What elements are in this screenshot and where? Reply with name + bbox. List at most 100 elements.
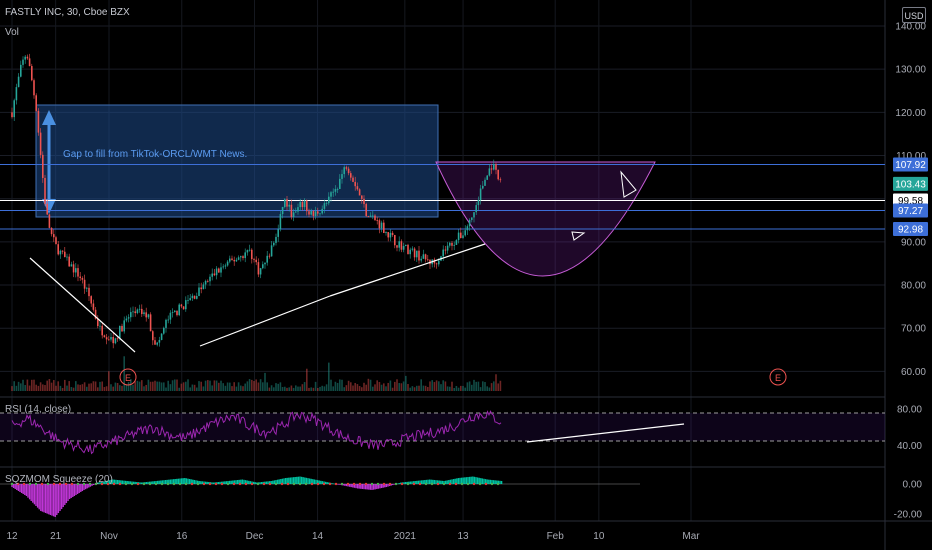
earnings-marker[interactable]: E bbox=[769, 368, 787, 386]
squeeze-bar bbox=[179, 478, 181, 484]
candle-body bbox=[266, 255, 268, 263]
squeeze-dot bbox=[166, 482, 170, 486]
volume-bar bbox=[400, 383, 403, 391]
volume-bar bbox=[446, 386, 449, 391]
candle-body bbox=[189, 298, 191, 301]
squeeze-bar bbox=[414, 481, 416, 484]
squeeze-bar bbox=[182, 478, 184, 484]
grid bbox=[0, 0, 885, 521]
squeeze-dot bbox=[250, 482, 254, 486]
squeeze-bar bbox=[412, 481, 415, 484]
candle-body bbox=[158, 339, 161, 343]
candle-body bbox=[372, 215, 374, 217]
volume-bar bbox=[493, 381, 495, 391]
volume-bar bbox=[119, 385, 121, 391]
volume-bar bbox=[266, 382, 268, 391]
volume-bar bbox=[97, 387, 99, 391]
squeeze-bar bbox=[265, 481, 268, 484]
candle-body bbox=[363, 198, 365, 205]
volume-bar bbox=[328, 362, 330, 391]
squeeze-bar bbox=[307, 478, 309, 484]
squeeze-bar bbox=[304, 477, 306, 484]
candle-body bbox=[334, 189, 337, 192]
squeeze-bar bbox=[193, 479, 196, 484]
squeeze-bar bbox=[459, 477, 461, 484]
squeeze-bar bbox=[27, 484, 29, 498]
candle-body bbox=[400, 241, 403, 250]
candle-body bbox=[387, 232, 389, 238]
earnings-marker[interactable]: E bbox=[119, 368, 137, 386]
squeeze-bar bbox=[406, 481, 408, 484]
squeeze-bar bbox=[456, 478, 458, 484]
candle-body bbox=[246, 250, 249, 253]
squeeze-bar bbox=[441, 480, 444, 484]
candle-body bbox=[99, 325, 101, 327]
squeeze-bar bbox=[296, 476, 298, 484]
candle-body bbox=[455, 240, 458, 245]
squeeze-bar bbox=[480, 478, 482, 484]
squeeze-bar bbox=[105, 480, 108, 484]
squeeze-bar bbox=[366, 484, 368, 490]
squeeze-bar bbox=[73, 484, 76, 497]
squeeze-bar bbox=[382, 484, 384, 488]
candle-body bbox=[22, 59, 24, 65]
squeeze-dot bbox=[46, 482, 50, 486]
squeeze-bar bbox=[75, 484, 77, 496]
squeeze-bar bbox=[310, 478, 312, 484]
squeeze-bar bbox=[139, 482, 141, 484]
squeeze-dot bbox=[88, 482, 92, 486]
candle-body bbox=[218, 268, 220, 273]
candle-body bbox=[240, 256, 242, 258]
volume-bar bbox=[330, 379, 332, 391]
volume-bar bbox=[226, 382, 229, 391]
volume-bar bbox=[77, 384, 79, 391]
squeeze-dot bbox=[82, 482, 86, 486]
candle-body bbox=[350, 173, 352, 178]
squeeze-dot bbox=[190, 482, 194, 486]
volume-bar bbox=[422, 385, 425, 391]
volume-bar bbox=[163, 382, 165, 391]
squeeze-bar bbox=[84, 484, 87, 490]
volume-bar bbox=[37, 385, 40, 391]
candle-body bbox=[398, 241, 400, 248]
squeeze-bar bbox=[377, 484, 380, 489]
squeeze-bar bbox=[363, 484, 365, 490]
squeeze-bar bbox=[108, 480, 111, 484]
volume-bar bbox=[57, 381, 59, 391]
candle-body bbox=[286, 199, 288, 207]
currency-button[interactable]: USD bbox=[902, 7, 926, 23]
squeeze-bar bbox=[428, 479, 431, 484]
volume-bar bbox=[134, 381, 136, 391]
price-tick-label: 130.00 bbox=[895, 65, 926, 76]
volume-bar bbox=[196, 387, 198, 391]
squeeze-bar bbox=[180, 478, 183, 484]
squeeze-dot bbox=[388, 482, 392, 486]
volume-bar bbox=[321, 385, 323, 391]
volume-bar bbox=[218, 382, 220, 391]
volume-bar bbox=[123, 356, 125, 391]
time-axis[interactable]: 12 21 Nov 16 Dec 14 2021 13 Feb 10 Mar bbox=[6, 531, 700, 542]
candle-body bbox=[31, 66, 33, 81]
squeeze-dot bbox=[10, 482, 14, 486]
squeeze-bar bbox=[384, 484, 386, 488]
squeeze-bar bbox=[153, 481, 156, 484]
volume-bar bbox=[286, 387, 288, 391]
price-tick-label: 80.00 bbox=[901, 281, 926, 292]
time-tick-label: Nov bbox=[100, 531, 118, 542]
squeeze-dot bbox=[304, 482, 308, 486]
volume-bar bbox=[464, 387, 466, 391]
volume-bar bbox=[11, 386, 13, 391]
volume-bar bbox=[345, 385, 348, 391]
squeeze-dot bbox=[16, 482, 20, 486]
volume-bar bbox=[46, 380, 48, 391]
candle-body bbox=[101, 325, 103, 336]
squeeze-bar bbox=[489, 479, 492, 484]
candle-body bbox=[123, 320, 125, 332]
svg-text:E: E bbox=[125, 373, 131, 383]
squeeze-dot bbox=[52, 482, 56, 486]
volume-bar bbox=[270, 385, 273, 391]
volume-bar bbox=[220, 380, 222, 391]
squeeze-bar bbox=[115, 479, 117, 484]
candle-body bbox=[347, 168, 350, 174]
volume-bar bbox=[251, 379, 253, 391]
